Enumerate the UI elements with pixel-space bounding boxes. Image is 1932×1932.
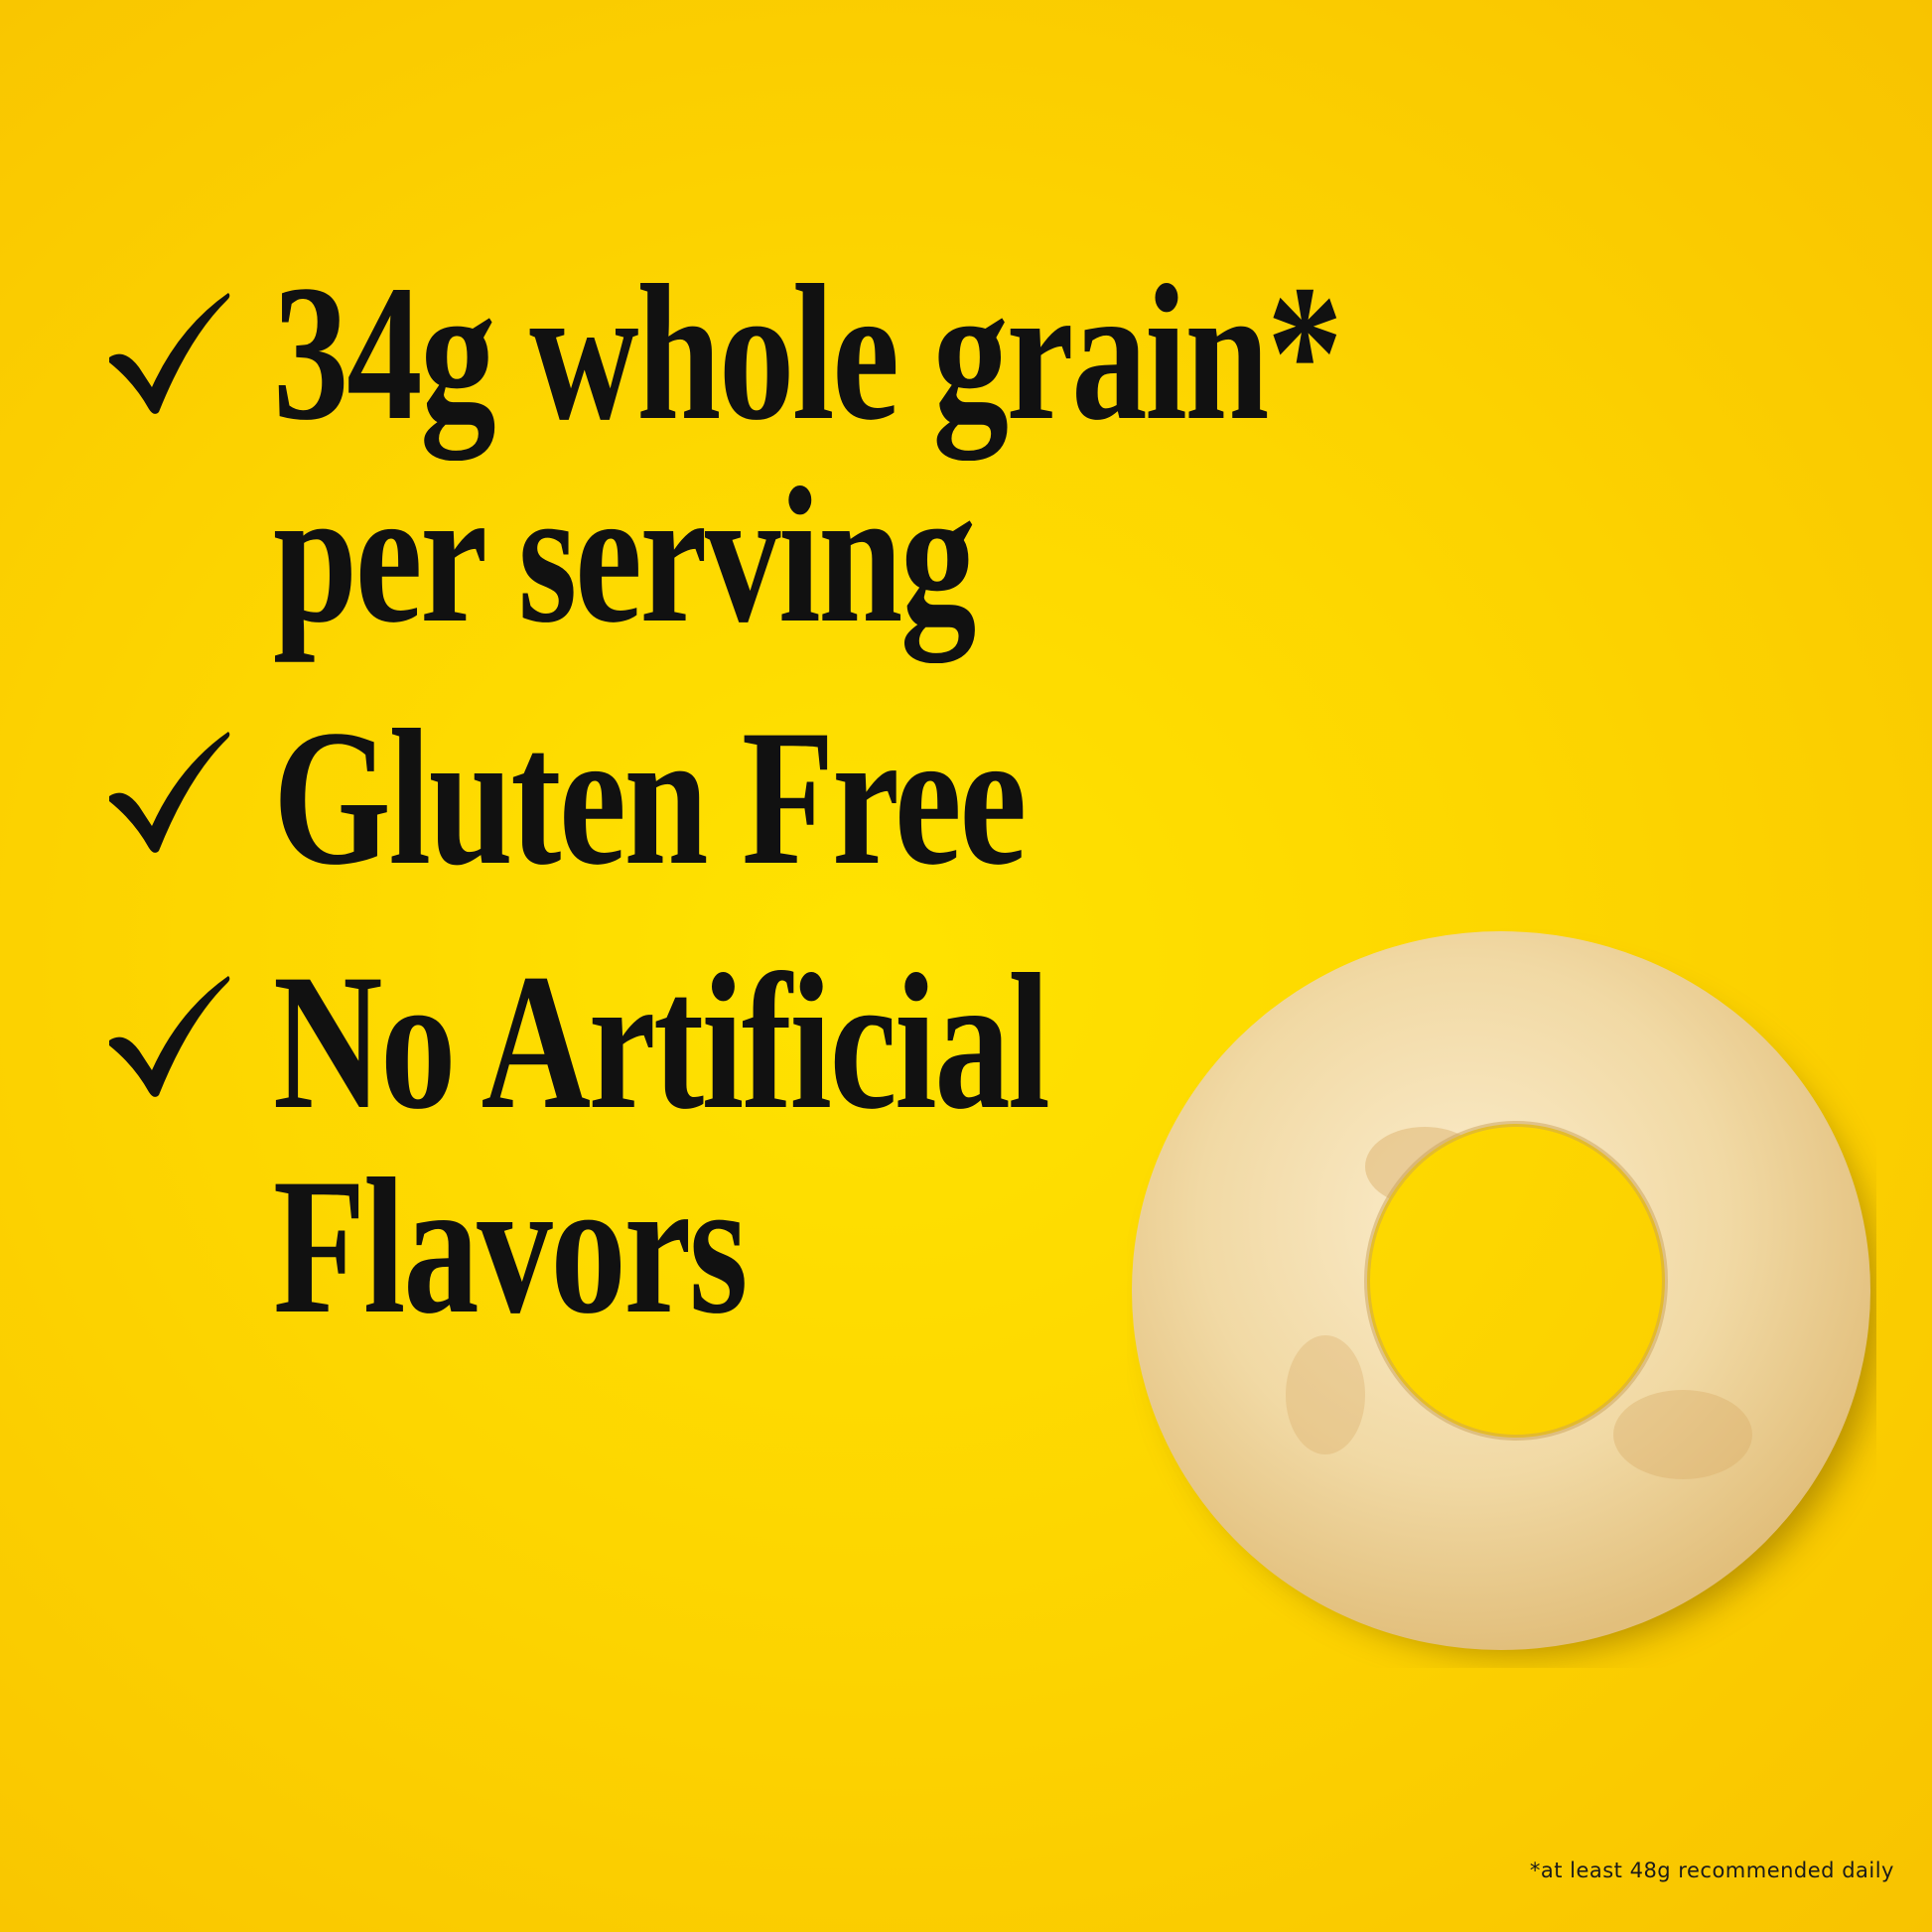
claim-text: Flavors [273, 1139, 748, 1354]
claim-text: per serving [273, 448, 976, 663]
checkmark-icon [109, 976, 230, 1097]
checkmark-icon [109, 732, 230, 853]
footnote: *at least 48g recommended daily [1529, 1859, 1894, 1882]
cereal-ring-image [1132, 931, 1876, 1653]
claim-text: Gluten Free [273, 690, 1027, 905]
claim-text: 34g whole grain* [273, 245, 1343, 461]
claim-text: No Artificial [273, 934, 1050, 1150]
checkmark-icon [109, 293, 230, 414]
